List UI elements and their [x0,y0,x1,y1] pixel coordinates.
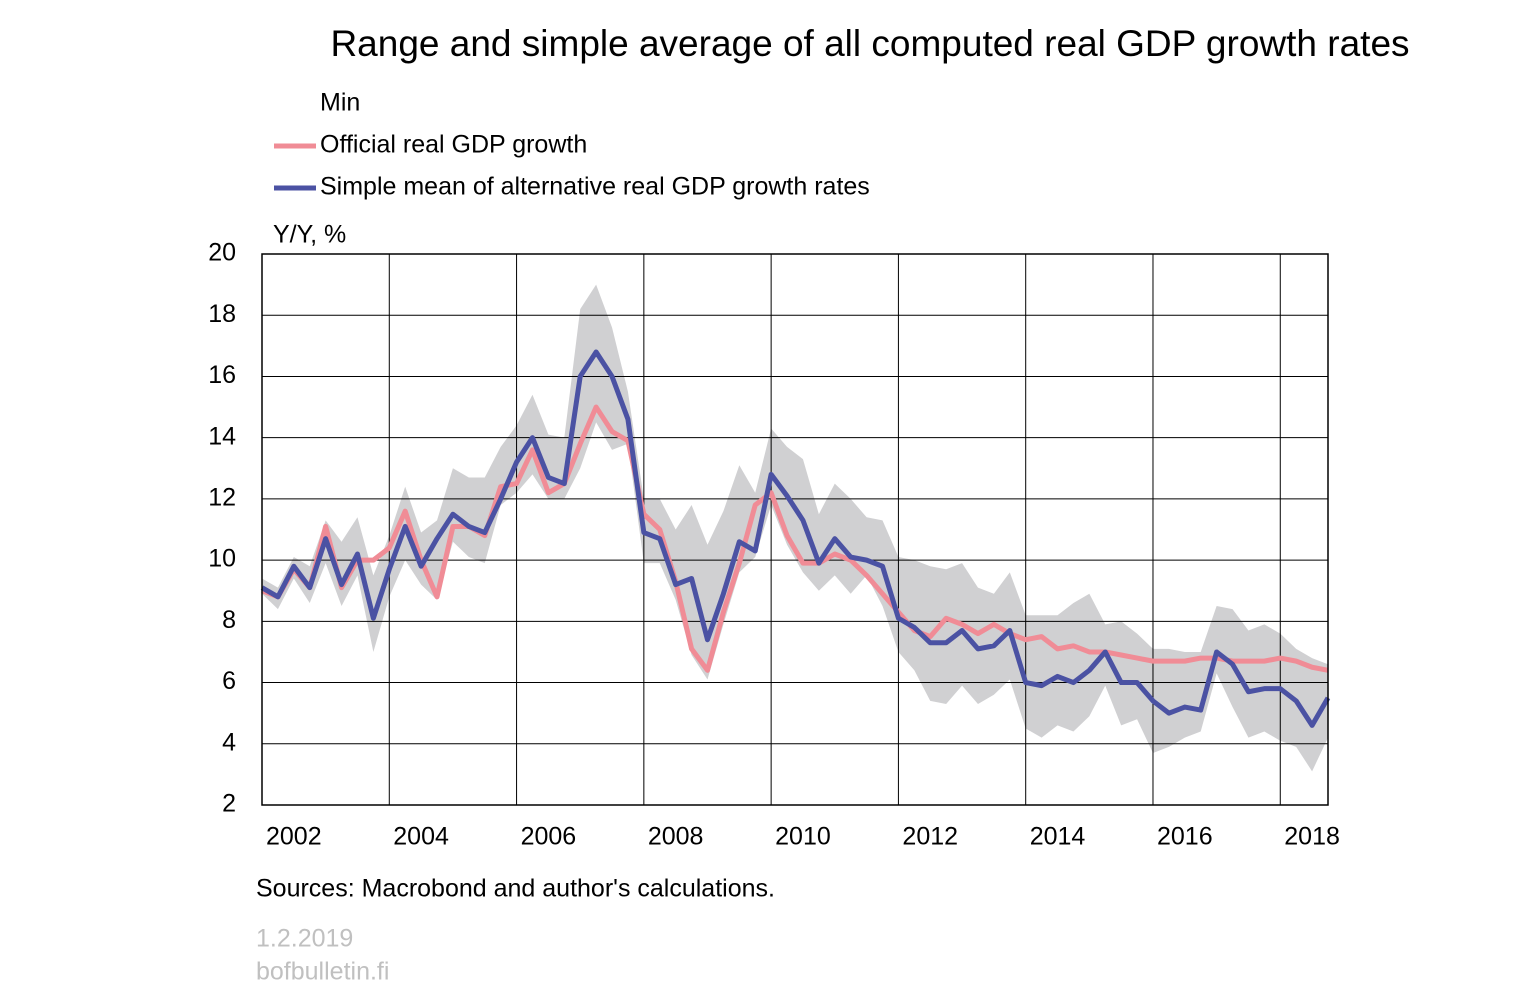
y-tick-label: 14 [208,422,236,450]
x-tick-label: 2010 [775,823,831,851]
plot-frame [261,253,1329,806]
source-note: Sources: Macrobond and author's calculat… [256,875,775,903]
legend-label: Min [320,89,360,117]
y-tick-label: 6 [222,667,236,695]
x-tick-label: 2004 [393,823,449,851]
x-tick-label: 2014 [1030,823,1086,851]
range-area [262,422,1328,805]
date: 1.2.2019 [256,925,353,953]
y-tick-label: 18 [208,300,236,328]
legend-label: Simple mean of alternative real GDP grow… [320,173,870,201]
site: bofbulletin.fi [256,958,389,986]
x-tick-label: 2008 [648,823,704,851]
y-tick-label: 4 [222,728,236,756]
x-tick-label: 2002 [266,823,322,851]
chart-title: Range and simple average of all computed… [330,23,1409,64]
y-tick-label: 12 [208,483,236,511]
x-tick-label: 2018 [1284,823,1340,851]
x-tick-label: 2016 [1157,823,1213,851]
x-tick-label: 2012 [902,823,958,851]
y-axis-label: Y/Y, % [273,221,346,249]
series-line [261,404,1329,673]
y-tick-label: 8 [222,606,236,634]
series-line [260,349,1331,728]
y-tick-label: 2 [222,790,236,818]
legend-label: Official real GDP growth [320,131,587,159]
y-tick-label: 20 [208,239,236,267]
y-tick-label: 16 [208,361,236,389]
y-tick-label: 10 [208,545,236,573]
x-tick-label: 2006 [521,823,577,851]
